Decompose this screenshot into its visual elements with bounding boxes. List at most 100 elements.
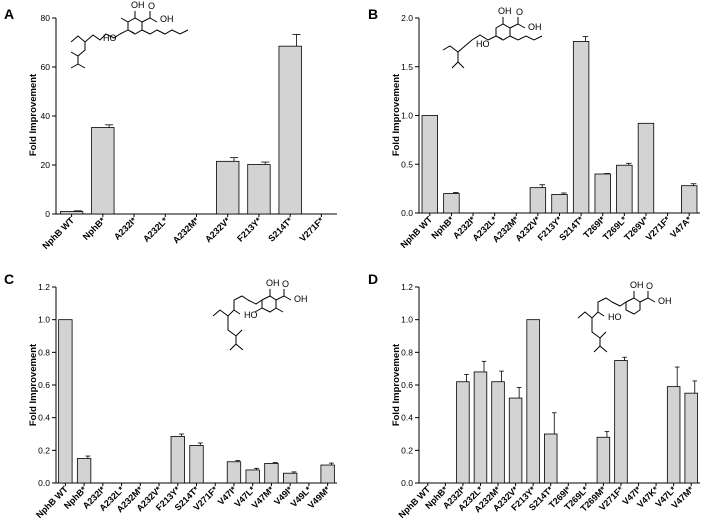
y-tick-label: 0.6 — [401, 380, 413, 390]
error-bar — [235, 460, 241, 462]
bar-s214t- — [278, 45, 302, 215]
error-bar — [105, 124, 114, 128]
error-bar — [481, 360, 487, 372]
mol-label-ho: HO — [476, 39, 490, 49]
y-tick-label: 60 — [41, 62, 51, 72]
error-bar — [690, 183, 697, 186]
molecule-c: OH O OH HO — [212, 278, 308, 351]
error-bar — [582, 36, 589, 42]
y-tick-label: 0.5 — [401, 159, 413, 169]
molecule-d: OH O OH HO — [577, 280, 672, 353]
bar-nphb- — [76, 458, 92, 484]
bar-t269l- — [616, 164, 633, 214]
x-tick-label: A232I* — [112, 215, 139, 242]
bar-v49m- — [320, 464, 335, 484]
panel-label-b: B — [368, 6, 378, 22]
panel-b: B Fold Improvement OH O OH HO 0.0 0.5 1.0 1… — [368, 6, 700, 250]
error-bar — [179, 433, 184, 437]
mol-label-o: O — [148, 1, 155, 11]
error-bar — [229, 157, 239, 162]
y-tick-label: 1.0 — [401, 111, 413, 121]
molecule-a: OH O OH HO — [70, 0, 189, 69]
bar-nphb- — [91, 127, 115, 215]
y-tick-label: 40 — [41, 111, 51, 121]
y-tick-label: 0.2 — [401, 445, 413, 455]
bar-nphb-wt — [421, 115, 438, 214]
y-tick-label: 0.4 — [401, 413, 413, 423]
panel-d: D Fold Improvement OH O OH HO 0.0 0.2 0.4 0… — [368, 271, 700, 520]
bar-f213y- — [247, 164, 271, 215]
x-tick-label: NphB* — [81, 215, 108, 242]
bar-v47i- — [226, 461, 242, 484]
bar-nphb-wt — [59, 211, 84, 215]
bar-a232v- — [508, 397, 523, 484]
y-tick-label: 0.0 — [401, 208, 413, 218]
error-bar — [561, 192, 567, 195]
y-tick-label: 2.0 — [401, 13, 413, 23]
y-tick-label: 1.2 — [38, 282, 50, 292]
mol-label-oh-right: OH — [160, 14, 174, 24]
y-tick-label: 0.0 — [401, 478, 413, 488]
mol-label-ho: HO — [244, 310, 258, 320]
y-tick-label: 0.0 — [38, 478, 50, 488]
bar-a232i- — [456, 381, 470, 484]
x-tick-label: NphB* — [429, 214, 456, 241]
mol-label-oh-top: OH — [131, 0, 145, 10]
y-tick-label: 1.0 — [38, 315, 50, 325]
y-tick-label: 0.8 — [401, 347, 413, 357]
bar-v47m- — [264, 462, 279, 484]
y-tick-label: 1.0 — [401, 315, 413, 325]
bar-t269m- — [596, 436, 611, 484]
error-bar — [692, 380, 698, 394]
bar-v47l- — [666, 386, 681, 484]
bar-s214t- — [572, 41, 590, 214]
error-bar — [464, 373, 469, 382]
bar-t269i- — [594, 173, 611, 214]
panel-a: A Fold Improvement OH O OH HO 0 20 40 60 80 N… — [4, 0, 337, 251]
y-tick-label: 0 — [45, 209, 50, 219]
y-tick-label: 20 — [41, 160, 51, 170]
y-tick-label: 0.6 — [38, 380, 50, 390]
bar-f213y- — [170, 436, 185, 484]
x-tick-label: V47A* — [668, 214, 694, 240]
error-bar — [328, 462, 334, 466]
x-tick-label: S214T* — [557, 214, 586, 243]
error-bar — [674, 366, 680, 387]
bar-t269v- — [637, 122, 655, 214]
mol-label-oh-top: OH — [266, 278, 280, 288]
error-bar — [254, 467, 259, 470]
error-bar — [261, 161, 270, 165]
y-axis-label-a: Fold Improvement — [28, 73, 39, 156]
panel-label-a: A — [4, 6, 14, 22]
molecule-b: OH O OH HO — [442, 6, 543, 69]
y-tick-label: 80 — [41, 13, 51, 23]
mol-label-o: O — [516, 7, 523, 17]
y-tick-label: 0.4 — [38, 413, 50, 423]
error-bar — [625, 162, 632, 166]
bar-v49i- — [283, 472, 298, 484]
error-bar — [452, 192, 459, 194]
mol-label-oh-top: OH — [630, 280, 644, 290]
bar-v271f- — [614, 360, 628, 484]
x-tick-label: S214T* — [266, 215, 295, 244]
y-axis-label-b: Fold Improvement — [391, 73, 402, 156]
error-bar — [551, 412, 557, 434]
error-bar — [499, 370, 504, 382]
bar-v47m- — [684, 392, 698, 484]
mol-label-oh-top: OH — [498, 6, 512, 16]
y-axis-label-c: Fold Improvement — [28, 343, 39, 426]
x-tick-label: A232V* — [203, 215, 232, 244]
y-tick-label: 0.8 — [38, 347, 50, 357]
bar-nphb- — [443, 193, 460, 214]
y-axis-label-d: Fold Improvement — [391, 343, 402, 426]
panel-c: C Fold Improvement OH O OH HO 0.0 0.2 0.4 0… — [4, 271, 337, 520]
panel-label-d: D — [368, 271, 378, 287]
bar-a232v- — [529, 187, 547, 214]
bar-s214t- — [543, 433, 558, 484]
error-bar — [292, 34, 301, 47]
error-bar — [85, 455, 91, 459]
mol-label-o: O — [646, 281, 653, 291]
x-tick-label: A232M* — [171, 215, 201, 245]
bar-v47a- — [681, 185, 698, 214]
x-tick-label: F213Y* — [235, 215, 264, 244]
